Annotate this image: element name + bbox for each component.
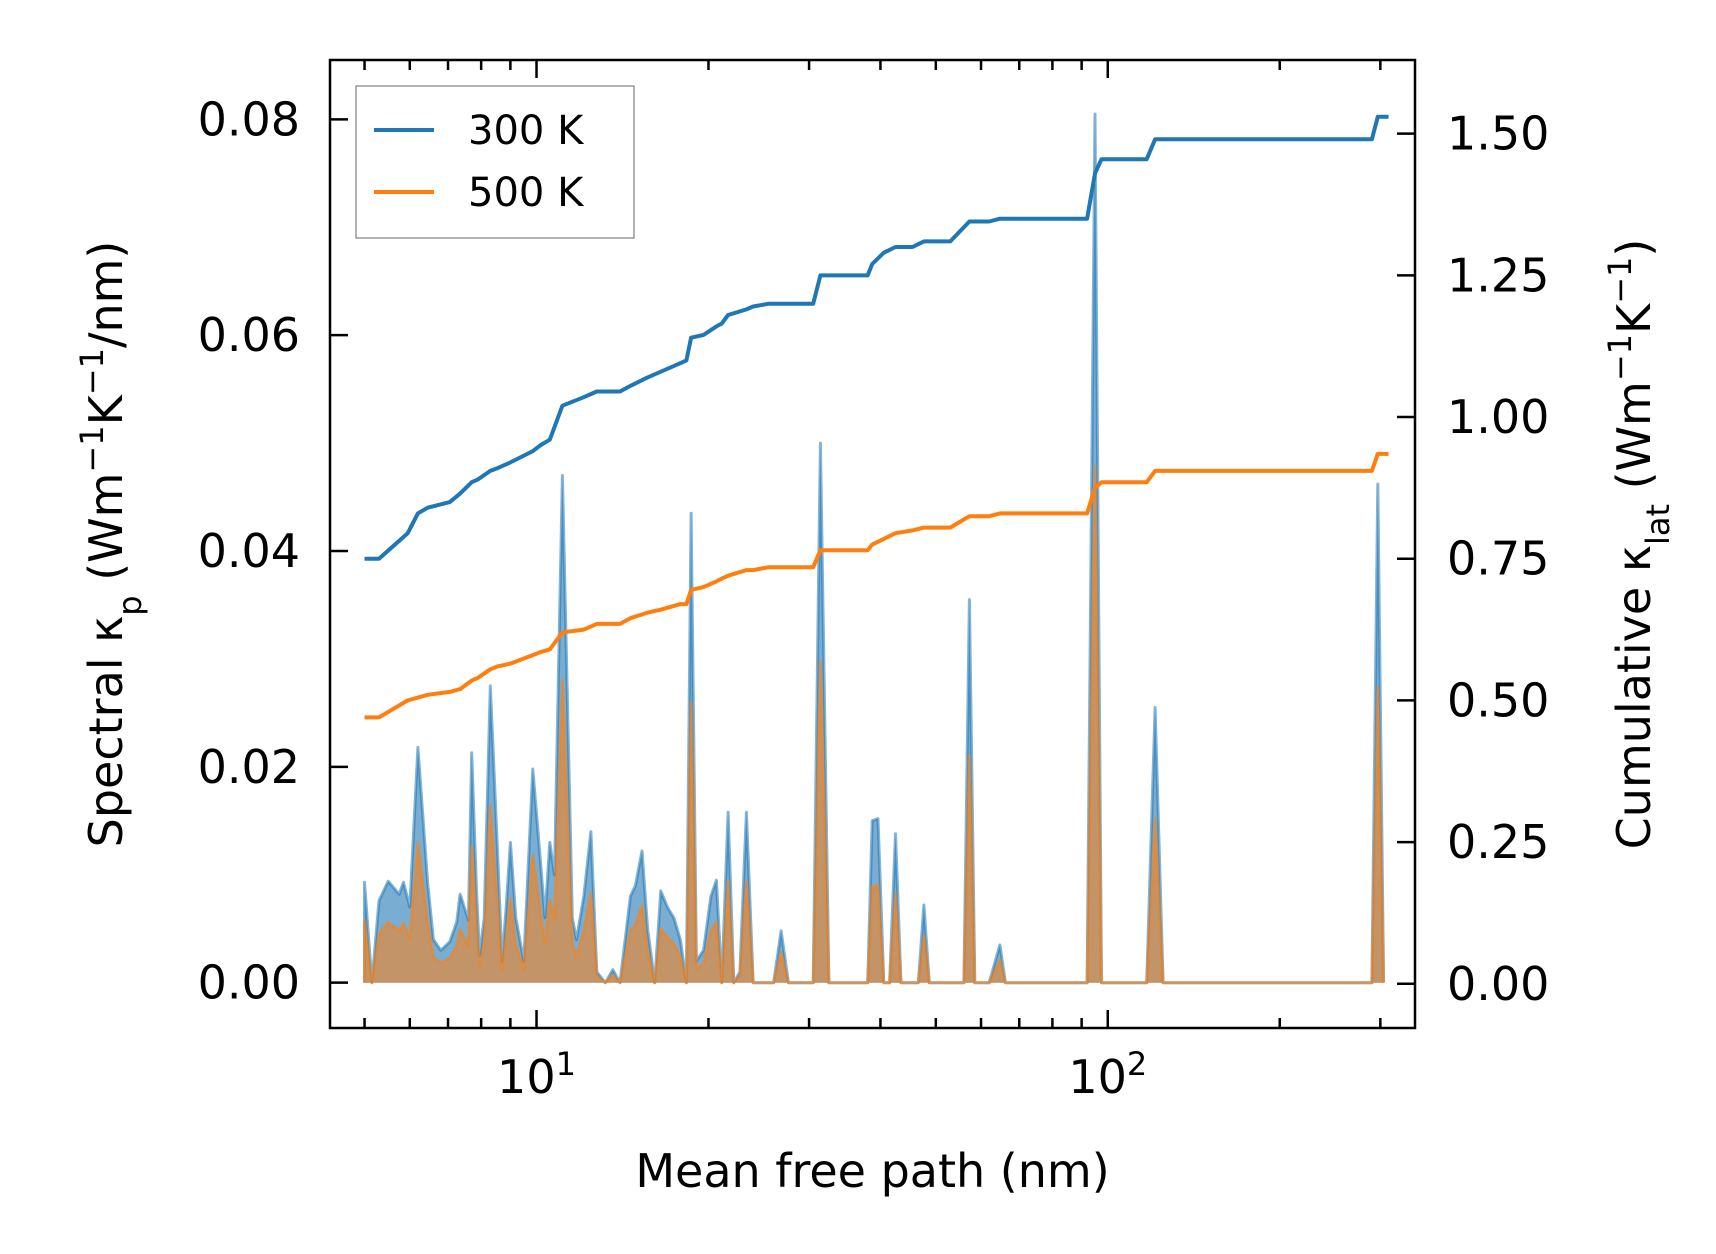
- legend-frame: [355, 85, 635, 239]
- right-y-tick-label: 0.75: [1447, 532, 1549, 586]
- legend-label-500k: 500 K: [468, 170, 585, 216]
- plot-frame: [328, 58, 1417, 1030]
- right-axis-title: Cumulative κlat (Wm−1K−1): [1601, 239, 1677, 850]
- cumulative-line-500k: [364, 451, 1389, 720]
- left-y-tick-label: 0.08: [198, 92, 300, 146]
- right-y-tick-label: 1.50: [1447, 107, 1549, 161]
- right-y-tick-label: 0.00: [1447, 957, 1549, 1011]
- x-tick-base: 10: [1068, 1050, 1127, 1104]
- right-axis-title-part: lat: [1639, 504, 1677, 545]
- cumulative-line-300k: [364, 114, 1389, 561]
- left-axis-title: Spectral κp (Wm−1K−1/nm): [73, 241, 149, 848]
- x-tick-label: 101: [497, 1045, 576, 1104]
- x-tick-label: 102: [1068, 1045, 1147, 1104]
- cumulative-line-layer: [364, 114, 1389, 720]
- left-y-tick-label: 0.06: [198, 308, 300, 362]
- left-y-tick-label: 0.04: [198, 524, 300, 578]
- x-tick-exponent: 1: [556, 1045, 576, 1083]
- x-tick-base: 10: [497, 1050, 556, 1104]
- right-axis-title-part: Cumulative κ: [1607, 545, 1661, 849]
- right-axis-title-part: (Wm: [1607, 381, 1661, 504]
- right-axis-title-part: −1: [1601, 257, 1639, 304]
- spectral-fill-layer: [363, 112, 1386, 985]
- left-axis-title-part: /nm): [79, 241, 133, 348]
- legend-label-300k: 300 K: [468, 108, 585, 154]
- left-y-tick-label: 0.02: [198, 740, 300, 794]
- spectral-outline-500k: [363, 465, 1386, 985]
- legend: 300 K 500 K: [355, 85, 635, 239]
- tick-layer: [330, 60, 1415, 1028]
- right-axis-title-part: ): [1607, 239, 1661, 257]
- left-axis-title-part: Spectral κ: [79, 616, 133, 848]
- left-axis-title-part: −1: [73, 348, 111, 395]
- left-axis-title-part: p: [111, 595, 149, 615]
- left-y-tick-label: 0.00: [198, 956, 300, 1010]
- right-y-tick-label: 1.25: [1447, 248, 1549, 302]
- right-axis-title-part: −1: [1601, 334, 1639, 381]
- right-y-tick-label: 0.25: [1447, 815, 1549, 869]
- x-axis-title: Mean free path (nm): [635, 1144, 1109, 1198]
- right-axis-title-part: K: [1607, 302, 1661, 334]
- label-layer: 101 1020.000.020.040.060.080.000.250.500.…: [73, 92, 1677, 1198]
- left-axis-title-part: K: [79, 393, 133, 425]
- right-y-tick-label: 1.00: [1447, 390, 1549, 444]
- left-axis-title-part: −1: [73, 425, 111, 472]
- left-axis-title-part: (Wm: [79, 473, 133, 596]
- right-y-tick-label: 0.50: [1447, 673, 1549, 727]
- x-tick-exponent: 2: [1127, 1045, 1147, 1083]
